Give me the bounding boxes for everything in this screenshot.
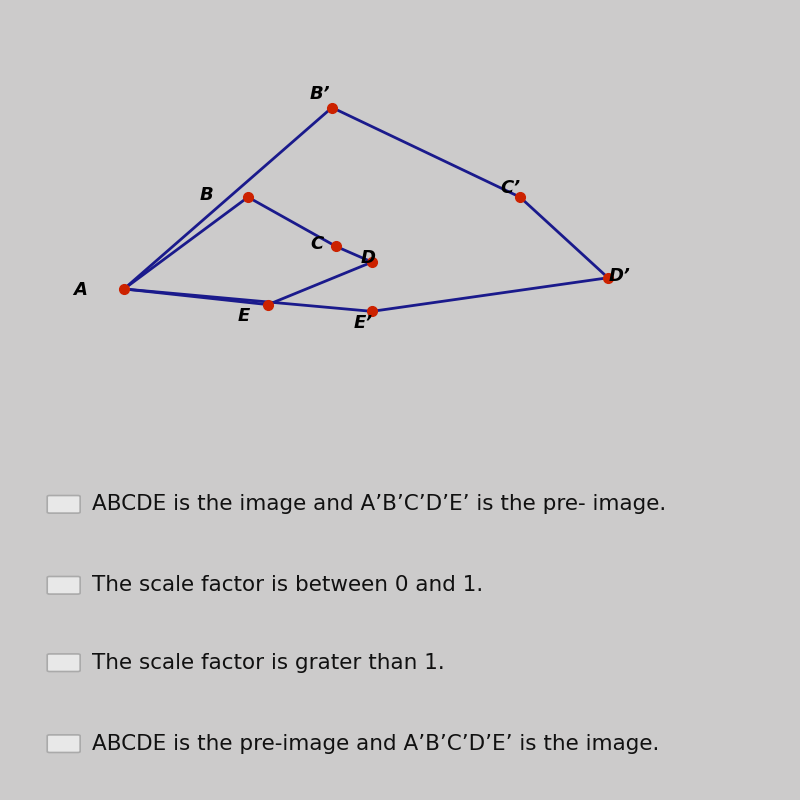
Text: C: C (310, 234, 323, 253)
Text: ABCDE is the image and A’B’C’D’E’ is the pre- image.: ABCDE is the image and A’B’C’D’E’ is the… (92, 494, 666, 514)
Text: D: D (361, 250, 375, 267)
Text: A: A (73, 282, 87, 299)
Text: The scale factor is grater than 1.: The scale factor is grater than 1. (92, 653, 445, 673)
Text: The scale factor is between 0 and 1.: The scale factor is between 0 and 1. (92, 575, 483, 595)
FancyBboxPatch shape (47, 577, 80, 594)
FancyBboxPatch shape (47, 654, 80, 671)
Text: C’: C’ (500, 179, 521, 197)
Text: B: B (199, 186, 214, 204)
Text: E: E (238, 307, 250, 325)
Text: E’: E’ (354, 314, 373, 333)
Text: B’: B’ (310, 85, 330, 103)
Text: D’: D’ (609, 267, 631, 286)
Text: ABCDE is the pre-image and A’B’C’D’E’ is the image.: ABCDE is the pre-image and A’B’C’D’E’ is… (92, 734, 659, 754)
FancyBboxPatch shape (47, 495, 80, 513)
FancyBboxPatch shape (47, 735, 80, 753)
